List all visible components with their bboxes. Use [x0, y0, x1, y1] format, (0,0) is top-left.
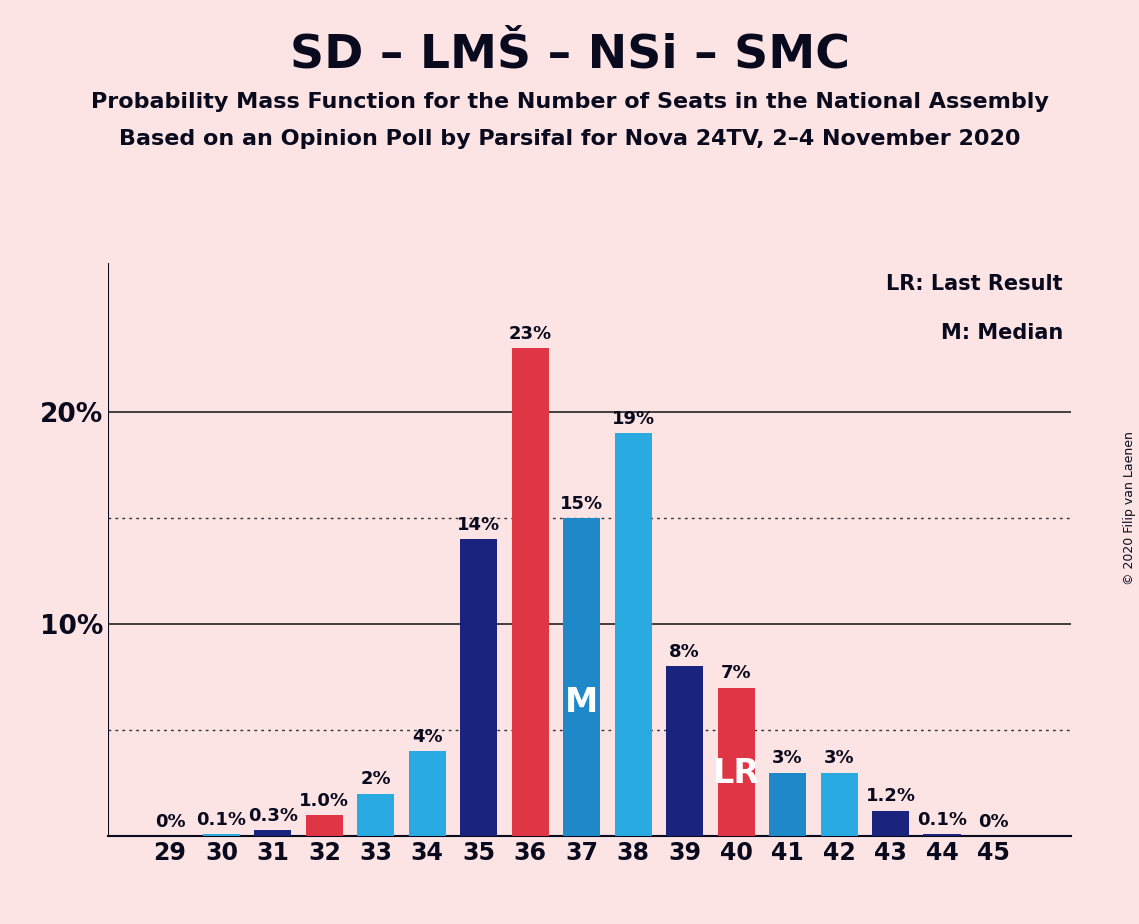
Text: © 2020 Filip van Laenen: © 2020 Filip van Laenen: [1123, 432, 1137, 585]
Bar: [306, 815, 343, 836]
Text: 4%: 4%: [412, 728, 443, 746]
Text: 23%: 23%: [509, 325, 551, 343]
Text: M: M: [565, 686, 598, 719]
Bar: [409, 751, 445, 836]
Bar: [718, 687, 755, 836]
Text: 0%: 0%: [155, 813, 186, 831]
Bar: [769, 772, 806, 836]
Text: Probability Mass Function for the Number of Seats in the National Assembly: Probability Mass Function for the Number…: [91, 92, 1048, 113]
Text: Based on an Opinion Poll by Parsifal for Nova 24TV, 2–4 November 2020: Based on an Opinion Poll by Parsifal for…: [118, 129, 1021, 150]
Text: 15%: 15%: [560, 494, 604, 513]
Bar: [563, 518, 600, 836]
Bar: [358, 794, 394, 836]
Text: LR: Last Result: LR: Last Result: [886, 274, 1063, 294]
Text: 3%: 3%: [823, 749, 854, 767]
Bar: [203, 834, 240, 836]
Bar: [254, 830, 292, 836]
Bar: [615, 433, 652, 836]
Text: 7%: 7%: [721, 664, 752, 683]
Text: 3%: 3%: [772, 749, 803, 767]
Text: SD – LMŠ – NSi – SMC: SD – LMŠ – NSi – SMC: [289, 32, 850, 78]
Bar: [924, 834, 960, 836]
Text: 1.2%: 1.2%: [866, 787, 916, 806]
Text: 14%: 14%: [457, 516, 500, 534]
Text: M: Median: M: Median: [941, 322, 1063, 343]
Text: LR: LR: [713, 758, 760, 790]
Bar: [820, 772, 858, 836]
Bar: [872, 810, 909, 836]
Bar: [666, 666, 703, 836]
Text: 0.1%: 0.1%: [196, 810, 246, 829]
Text: 0%: 0%: [978, 813, 1009, 831]
Bar: [460, 540, 498, 836]
Text: 0.1%: 0.1%: [917, 810, 967, 829]
Bar: [511, 348, 549, 836]
Text: 2%: 2%: [361, 771, 391, 788]
Text: 8%: 8%: [670, 643, 700, 662]
Text: 0.3%: 0.3%: [248, 807, 298, 824]
Text: 1.0%: 1.0%: [300, 792, 350, 809]
Text: 19%: 19%: [612, 409, 655, 428]
